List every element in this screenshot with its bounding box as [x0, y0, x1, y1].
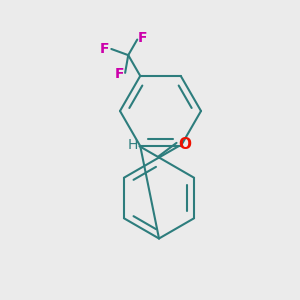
Text: F: F	[115, 68, 124, 81]
Text: F: F	[100, 42, 110, 56]
Text: O: O	[178, 137, 191, 152]
Text: F: F	[138, 31, 147, 45]
Text: H: H	[128, 138, 138, 152]
